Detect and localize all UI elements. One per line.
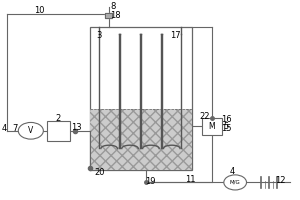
Text: 4: 4 — [2, 124, 7, 133]
Text: M/G: M/G — [230, 180, 241, 185]
Text: 22: 22 — [199, 112, 210, 121]
Bar — [47, 121, 70, 141]
Text: 17: 17 — [170, 31, 181, 40]
Text: 4: 4 — [230, 167, 235, 176]
Text: 15: 15 — [221, 124, 232, 133]
Text: 16: 16 — [221, 115, 232, 124]
Text: 7: 7 — [12, 124, 17, 133]
Text: 10: 10 — [34, 6, 45, 15]
Text: 3: 3 — [97, 31, 102, 40]
Text: V: V — [28, 126, 34, 135]
Bar — [91, 27, 192, 170]
Text: 20: 20 — [94, 168, 105, 177]
Polygon shape — [105, 13, 112, 18]
Text: 8: 8 — [110, 2, 115, 11]
Text: 18: 18 — [110, 11, 121, 20]
Text: M: M — [209, 122, 215, 131]
Text: 11: 11 — [185, 175, 196, 184]
Text: 13: 13 — [71, 123, 82, 132]
Text: 12: 12 — [275, 176, 285, 185]
Text: 5: 5 — [224, 122, 229, 131]
Circle shape — [224, 175, 247, 190]
Bar — [91, 109, 192, 170]
Bar — [202, 118, 222, 135]
Circle shape — [18, 122, 44, 139]
Text: 19: 19 — [145, 177, 155, 186]
Text: 2: 2 — [56, 114, 61, 123]
